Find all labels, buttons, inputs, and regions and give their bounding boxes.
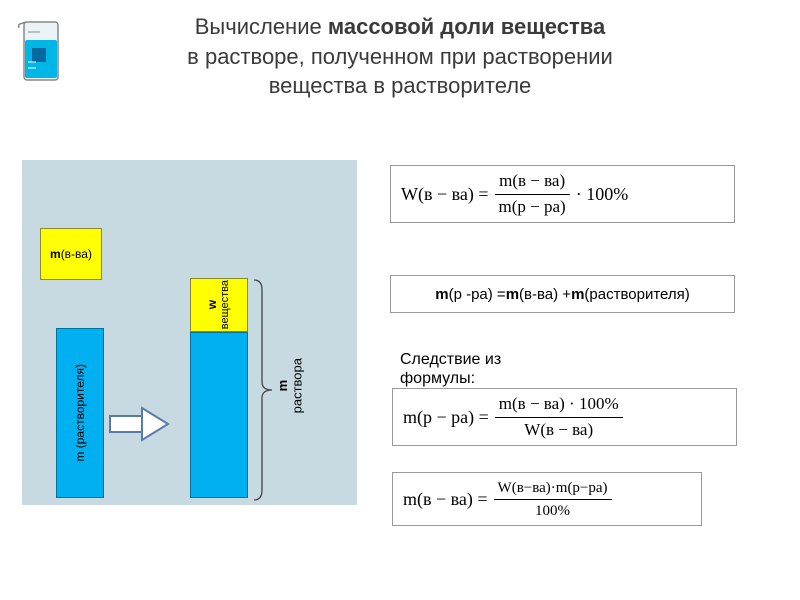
diagram-panel: m(в-ва) m (растворителя) w вещества m ра… [22,160,357,505]
w-label-bottom: вещества [219,280,231,329]
f1-den: m(р − ра) [495,197,570,217]
w-substance-box: w вещества [190,278,248,332]
f4-lhs: m(в − ва) = [403,489,488,510]
f1-tail: · 100% [576,184,629,205]
beaker-icon [14,18,66,88]
consequence-text: Следствие из формулы: [400,351,501,387]
f3-num: m(в − ва) · 100% [495,394,623,414]
f4-frac: W(в−ва)·m(р−ра) 100% [494,479,612,520]
f3-den: W(в − ва) [520,420,597,440]
f1-num: m(в − ва) [495,171,569,191]
m-rastvora-bottom: раствора [289,358,304,413]
f4-num: W(в−ва)·m(р−ра) [494,479,612,497]
f4-den: 100% [531,502,574,520]
f3-frac: m(в − ва) · 100% W(в − ва) [495,394,623,440]
formula-m-solution: m(р − ра) = m(в − ва) · 100% W(в − ва) [392,388,737,446]
f3-lhs: m(р − ра) = [403,407,489,428]
f1-lhs: W(в − ва) = [401,184,489,205]
formula-mass-solution: m(р -ра) =m(в-ва) +m(растворителя) [390,275,735,313]
page-title: Вычисление массовой доли вещества в раст… [90,12,710,101]
solvent-bar: m (растворителя) [56,328,104,498]
title-line3: вещества в растворителе [269,73,532,98]
consequence-label: Следствие из формулы: [400,350,560,388]
title-line1-prefix: Вычисление [195,14,328,39]
bracket-icon [252,278,274,507]
yellow-label-rest: (в-ва) [61,247,92,261]
arrow-icon [108,406,172,447]
solvent-label: m (растворителя) [73,364,87,462]
mass-substance-box: m(в-ва) [40,228,102,280]
formula-w: W(в − ва) = m(в − ва) m(р − ра) · 100% [390,165,735,223]
f1-frac: m(в − ва) m(р − ра) [495,171,570,217]
m-rastvora-top: m [275,380,290,392]
m-rastvora-label: m раствора [276,358,305,418]
title-line2: в растворе, полученном при растворении [187,44,613,69]
formula-m-substance: m(в − ва) = W(в−ва)·m(р−ра) 100% [392,472,702,526]
w-label-top: w [205,300,219,309]
title-line1-bold: массовой доли вещества [328,14,605,39]
solution-bar [190,332,248,498]
